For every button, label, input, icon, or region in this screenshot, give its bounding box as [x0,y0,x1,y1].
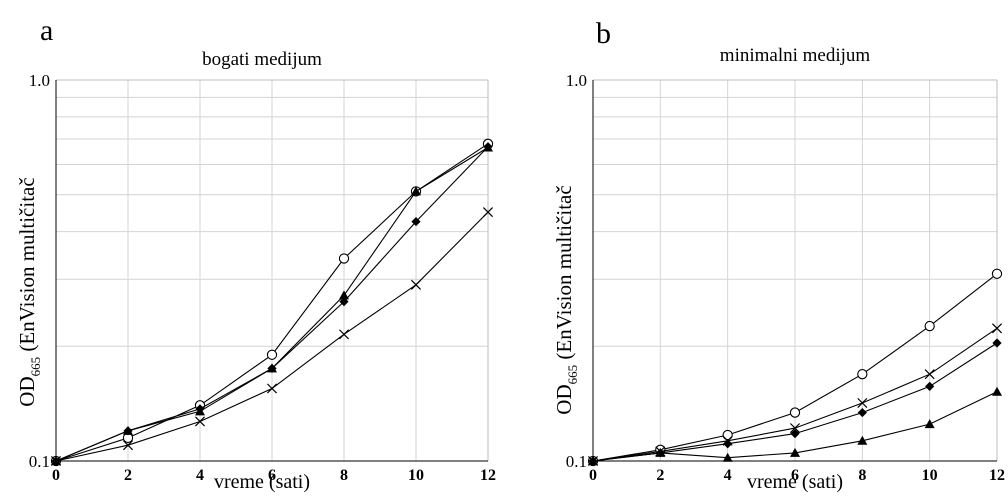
panel-title: minimalni medijum [720,45,871,66]
x-tick-label: 10 [408,467,424,484]
x-tick-label: 10 [922,467,938,484]
x-tick-label: 8 [858,467,866,484]
data-point-x [194,416,206,427]
x-tick-label: 6 [268,467,276,484]
series-x [50,207,494,467]
y-axis-title-subscript: 665 [28,357,43,377]
data-point-circle [924,320,935,332]
x-axis-title: vreme (sati) [214,471,310,493]
x-tick-label: 2 [656,467,664,484]
data-point-triangle [123,425,133,435]
data-point-triangle [339,290,349,300]
y-axis-title-rest: (EnVision multičitač [552,185,576,365]
data-point-x [50,455,62,467]
y-axis-title-subscript: 665 [565,365,580,385]
data-point-triangle [790,447,800,457]
panel-a: a bogati medijum vreme (sati) OD665 (EnV… [15,14,496,493]
data-point-circle [789,407,801,418]
data-point-triangle [992,386,1002,396]
y-tick-label: 0.1 [566,452,587,471]
data-point-x [482,207,494,218]
series-triangle [588,386,1002,465]
data-point-x [122,440,134,451]
data-point-triangle [267,363,277,373]
y-axis-title: OD665 (EnVision multičitač [15,177,43,406]
data-point-diamond [992,338,1002,348]
data-point-x [789,423,801,434]
y-axis-title: OD665 (EnVision multičitač [552,185,580,414]
data-point-diamond [723,439,733,449]
data-point-circle [991,268,1003,279]
data-point-triangle [588,456,598,465]
data-point-diamond [925,381,935,391]
y-tick-label: 0.1 [29,452,50,471]
x-tick-label: 12 [989,467,1005,484]
grid [592,79,998,462]
data-point-circle [857,369,868,380]
data-point-circle [266,349,278,360]
data-point-x [991,323,1003,334]
x-axis-title: vreme (sati) [747,471,843,493]
x-tick-label: 0 [589,467,597,484]
panel-title: bogati medijum [202,49,322,70]
data-point-triangle [722,452,733,462]
grid [55,79,489,462]
data-point-diamond [411,216,421,227]
x-tick-label: 6 [791,467,799,484]
x-tick-label: 8 [340,467,348,484]
data-point-triangle [857,435,868,445]
y-axis-title-main: OD [552,384,576,414]
y-axis-title-rest: (EnVision multičitač [15,177,39,357]
panel-letter: a [40,14,53,47]
panel-letter: b [596,17,611,50]
x-tick-label: 0 [52,467,60,484]
data-point-x [266,383,278,394]
data-point-x [857,397,868,409]
y-axis-title-main: OD [15,376,39,406]
data-point-x [410,279,422,290]
data-point-triangle [195,406,205,416]
y-tick-label: 1.0 [566,71,587,90]
data-point-diamond [790,429,800,439]
panel-b: b minimalni medijum vreme (sati) OD665 (… [552,17,1005,493]
data-point-diamond [857,407,867,418]
data-point-triangle [411,186,421,196]
data-point-x [338,329,350,340]
x-tick-label: 12 [480,467,496,484]
data-point-triangle [924,419,935,429]
x-tick-label: 2 [124,467,132,484]
y-tick-label: 1.0 [29,71,50,90]
data-point-x [924,369,935,380]
x-tick-label: 4 [724,467,732,484]
data-point-triangle [483,142,493,152]
data-point-circle [338,253,350,264]
data-point-triangle [655,447,666,457]
x-tick-label: 4 [196,467,204,484]
